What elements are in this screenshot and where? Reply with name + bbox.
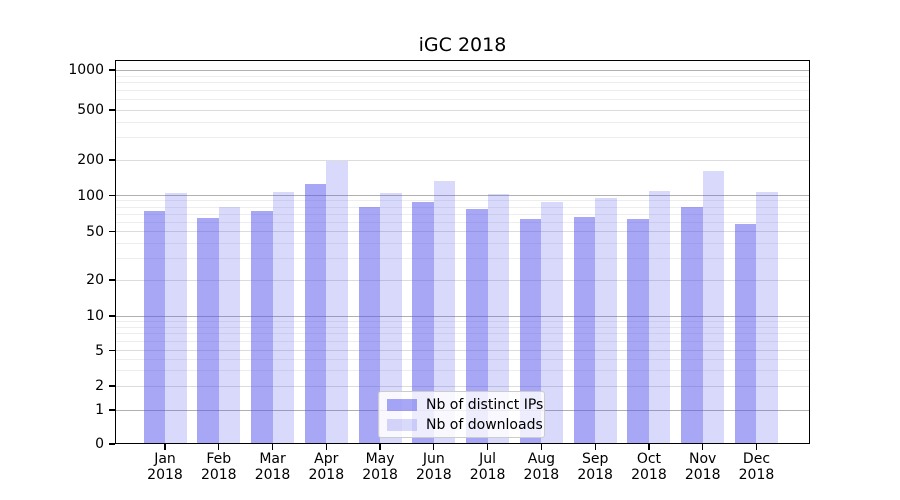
bar-distinct-ips-mar (251, 211, 273, 444)
x-tick-mark (433, 444, 435, 450)
gridline-2 (115, 385, 810, 387)
legend-item-distinct-ips: Nb of distinct IPs (387, 397, 543, 413)
x-tick-label-sep: Sep 2018 (577, 451, 613, 483)
gridline-7 (115, 333, 810, 335)
x-tick-mark (379, 444, 381, 450)
plot-area: Nb of distinct IPs Nb of downloads (115, 60, 810, 444)
bar-distinct-ips-jan (143, 211, 165, 444)
bar-distinct-ips-nov (681, 207, 703, 444)
x-tick-label-aug: Aug 2018 (523, 451, 560, 483)
gridline-200 (115, 159, 810, 161)
gridline-50 (115, 231, 810, 232)
x-tick-mark (648, 444, 650, 450)
gridline-100 (115, 195, 810, 196)
x-tick-mark (325, 444, 327, 450)
x-tick-label-jul: Jul 2018 (469, 451, 506, 483)
gridline-40 (115, 242, 810, 244)
bar-downloads-may (380, 193, 402, 444)
y-tick-label-2: 2 (95, 378, 104, 394)
gridline-400 (115, 121, 810, 123)
bars-layer (115, 60, 810, 444)
legend-swatch-distinct-ips (387, 398, 417, 411)
gridline-4 (115, 358, 810, 360)
y-tick-label-200: 200 (77, 152, 104, 168)
y-tick-label-500: 500 (77, 102, 104, 118)
chart-title: iGC 2018 (418, 34, 507, 56)
gridline-30 (115, 258, 810, 260)
bar-distinct-ips-sep (573, 217, 596, 444)
bar-downloads-jul (487, 193, 510, 444)
bar-downloads-jun (433, 180, 456, 444)
gridline-90 (115, 200, 810, 202)
gridline-6 (115, 340, 810, 342)
x-tick-label-apr: Apr 2018 (308, 451, 345, 483)
gridline-60 (115, 221, 810, 223)
bar-downloads-jan (165, 193, 187, 444)
gridline-20 (115, 279, 810, 281)
x-tick-label-jun: Jun 2018 (416, 451, 452, 483)
gridline-80 (115, 206, 810, 208)
gridline-70 (115, 213, 810, 215)
gridline-300 (115, 137, 810, 139)
bar-distinct-ips-jun (412, 202, 434, 444)
legend-label-downloads: Nb of downloads (426, 416, 543, 433)
gridline-900 (115, 75, 810, 77)
bar-distinct-ips-dec (734, 223, 757, 444)
bar-distinct-ips-aug (519, 218, 542, 444)
gridline-10 (115, 315, 810, 317)
bar-downloads-feb (218, 207, 241, 444)
bar-distinct-ips-apr (304, 184, 327, 444)
bar-downloads-oct (648, 191, 671, 444)
gridline-8 (115, 326, 810, 328)
y-tick-label-100: 100 (77, 187, 104, 204)
x-tick-mark (486, 444, 489, 450)
x-tick-label-dec: Dec 2018 (738, 451, 775, 483)
y-tick-label-5: 5 (95, 342, 104, 359)
y-tick-label-10: 10 (86, 308, 104, 324)
bar-downloads-mar (272, 192, 295, 444)
x-tick-mark (164, 444, 166, 450)
x-tick-mark (271, 444, 274, 450)
bar-downloads-aug (541, 201, 563, 444)
gridline-700 (115, 90, 810, 92)
legend-label-distinct-ips: Nb of distinct IPs (426, 396, 544, 413)
bar-distinct-ips-oct (627, 219, 649, 444)
y-tick-label-0: 0 (95, 436, 104, 452)
y-tick-label-20: 20 (86, 272, 104, 288)
bar-distinct-ips-jul (466, 209, 488, 444)
bar-distinct-ips-feb (197, 217, 219, 444)
x-tick-mark (218, 444, 220, 450)
legend-item-downloads: Nb of downloads (387, 417, 543, 433)
bar-downloads-dec (756, 192, 778, 444)
legend: Nb of distinct IPs Nb of downloads (378, 391, 545, 438)
x-tick-mark (540, 444, 543, 450)
gridline-600 (115, 98, 810, 100)
x-tick-mark (755, 444, 758, 450)
x-tick-label-nov: Nov 2018 (684, 451, 721, 483)
gridline-500 (115, 109, 810, 111)
gridline-800 (115, 82, 810, 84)
y-tick-label-1000: 1000 (68, 62, 104, 78)
bar-downloads-sep (595, 198, 617, 444)
x-tick-label-jan: Jan 2018 (147, 451, 183, 483)
bar-distinct-ips-may (358, 207, 381, 444)
x-tick-label-feb: Feb 2018 (200, 451, 237, 483)
gridline-3 (115, 369, 810, 371)
gridline-1000 (115, 69, 810, 71)
gridlines-layer (115, 60, 810, 444)
x-tick-mark (594, 444, 596, 450)
gridline-5 (115, 350, 810, 351)
y-tick-label-1: 1 (95, 402, 104, 418)
y-tick-label-50: 50 (86, 223, 104, 240)
x-tick-mark (702, 444, 704, 450)
x-tick-label-may: May 2018 (362, 451, 398, 483)
x-tick-label-mar: Mar 2018 (254, 451, 291, 483)
legend-swatch-downloads (387, 418, 417, 431)
x-tick-label-oct: Oct 2018 (631, 451, 667, 483)
bar-downloads-apr (326, 161, 348, 444)
bar-downloads-nov (702, 171, 725, 444)
gridline-9 (115, 320, 810, 322)
